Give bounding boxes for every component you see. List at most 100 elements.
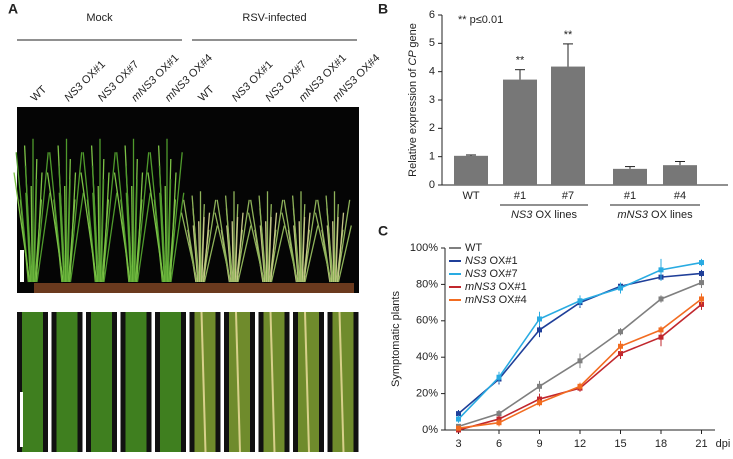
leaf	[226, 225, 233, 283]
leaf	[335, 216, 339, 283]
legend-label: WT	[465, 242, 482, 254]
leaf	[69, 172, 77, 283]
leaf	[102, 172, 110, 283]
y-tick-label: 80%	[416, 278, 438, 290]
leaf	[192, 208, 200, 283]
leaf	[136, 172, 144, 283]
leaf	[97, 185, 100, 283]
leaf	[167, 179, 172, 283]
bar	[663, 165, 697, 185]
leaf	[64, 185, 67, 283]
panel-label: B	[378, 1, 388, 17]
point	[577, 298, 583, 304]
y-tick-label: 2	[429, 122, 435, 134]
leaf	[92, 192, 99, 283]
leaf	[24, 165, 33, 283]
x-tick-label: 3	[455, 438, 461, 450]
leaf	[180, 212, 198, 283]
point	[537, 383, 542, 389]
y-tick-label: 4	[429, 66, 435, 78]
leaf-blade	[56, 312, 78, 452]
y-axis-label: Symptomatic plants	[390, 291, 402, 387]
chlorosis	[235, 311, 241, 453]
point	[658, 267, 664, 273]
legend-label: mNS3 OX#4	[465, 294, 527, 306]
leaf	[270, 225, 285, 283]
leaf	[304, 225, 319, 283]
legend-label: mNS3 OX#1	[465, 281, 527, 293]
leaf	[332, 221, 335, 283]
leaf-blade	[298, 312, 319, 452]
leaf	[192, 225, 199, 283]
leaf	[203, 225, 218, 283]
leaf-blade	[229, 312, 250, 452]
leaf	[293, 225, 300, 283]
leaf	[125, 165, 133, 283]
point	[618, 285, 623, 291]
leaf	[259, 225, 266, 283]
leaf	[265, 221, 268, 283]
group-label: RSV-infected	[242, 12, 306, 24]
point	[537, 316, 542, 322]
chlorosis	[304, 311, 310, 453]
x-tick-label: #4	[674, 190, 686, 202]
chlorosis	[200, 311, 207, 453]
leaf-photos	[17, 311, 359, 453]
leaf	[214, 212, 232, 283]
bar	[613, 168, 647, 185]
leaf	[292, 208, 301, 283]
point	[618, 343, 623, 349]
group-label: NS3 OX lines	[511, 209, 578, 221]
x-tick-label: 9	[536, 438, 542, 450]
point	[699, 296, 704, 302]
leaf	[136, 192, 151, 283]
chlorosis	[338, 311, 345, 453]
leaf	[58, 165, 66, 283]
leaf	[103, 192, 118, 283]
point	[618, 351, 623, 357]
bar	[503, 79, 537, 185]
leaf	[36, 192, 51, 283]
point	[537, 400, 542, 406]
leaf	[198, 221, 201, 283]
leaf	[337, 212, 345, 283]
y-axis-label: Relative expression of CP gene	[407, 23, 419, 177]
leaf	[147, 172, 165, 283]
leaf	[303, 212, 311, 283]
x-tick-label: #1	[624, 190, 636, 202]
panel-label: C	[378, 223, 388, 239]
x-tick-label: 15	[614, 438, 626, 450]
point	[577, 358, 583, 364]
leaf	[30, 185, 33, 283]
leaf	[131, 185, 134, 283]
leaf-blade	[91, 312, 112, 452]
leaf	[134, 179, 138, 283]
y-tick-label: 6	[429, 9, 435, 21]
point	[456, 425, 461, 431]
bar	[454, 155, 488, 185]
y-tick-label: 1	[429, 151, 435, 163]
leaf	[268, 216, 272, 283]
leaf	[113, 172, 131, 283]
point	[496, 420, 502, 426]
leaf	[158, 165, 167, 283]
leaf	[203, 212, 211, 283]
leaf	[33, 179, 38, 283]
point	[537, 327, 542, 333]
point	[658, 334, 664, 340]
y-tick-label: 5	[429, 37, 435, 49]
leaf	[231, 221, 234, 283]
point	[658, 296, 664, 302]
leaf	[337, 225, 352, 283]
point	[456, 416, 461, 422]
point	[699, 280, 704, 286]
legend-label: NS3 OX#1	[465, 255, 518, 267]
y-tick-label: 3	[429, 94, 435, 106]
panel-label: A	[8, 1, 18, 17]
y-tick-label: 0	[429, 179, 435, 191]
note: ** p≤0.01	[458, 14, 503, 26]
group-label: Mock	[86, 12, 113, 24]
point	[456, 411, 461, 417]
column-label: WT	[29, 83, 50, 104]
